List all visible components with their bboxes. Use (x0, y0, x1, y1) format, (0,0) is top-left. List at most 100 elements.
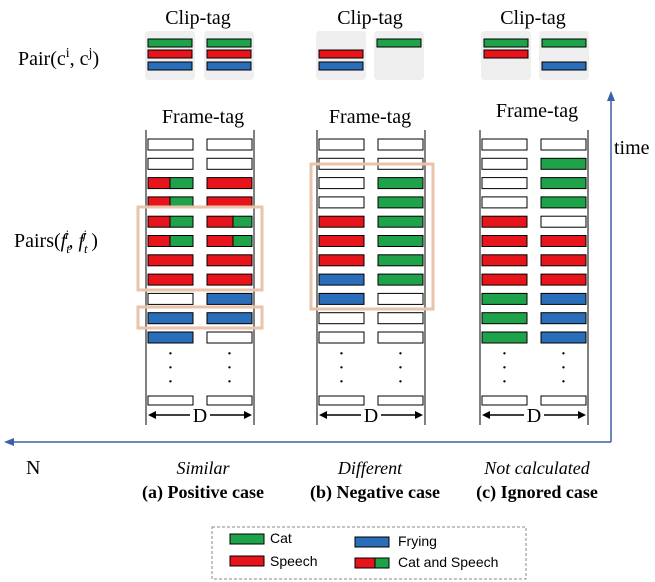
frame-tag-bar-empty (318, 196, 365, 209)
ellipsis-dot: · (501, 371, 508, 393)
dimension-arrowhead-right (244, 411, 252, 419)
frame-tag-bar-empty (481, 138, 528, 151)
legend-swatch-cat (229, 533, 265, 545)
positive-pair-highlight-box (136, 205, 264, 292)
frame-tag-bar-speech (147, 273, 194, 286)
frame-tag-bar-final (206, 395, 253, 406)
frame-tag-bar-empty (147, 157, 194, 170)
frame-tag-bar-empty (206, 138, 253, 151)
legend-label-frying: Frying (398, 533, 437, 549)
frame-tag-bar-cat-part (232, 235, 253, 247)
ellipsis-dot: · (397, 343, 404, 365)
frame-tag-title-b: Frame-tag (329, 106, 411, 128)
frame-tag-bar-empty (147, 138, 194, 151)
clip-tag-bar-speech (147, 49, 193, 59)
frame-tag-bar-final (147, 395, 194, 406)
frame-tag-bar-speech (206, 254, 253, 267)
frame-tag-bar-speech (540, 254, 587, 267)
legend: Cat Speech Frying Cat and Speech (211, 526, 527, 580)
frame-tag-bar-cat-part (169, 177, 194, 190)
dimension-arrowhead-right (578, 411, 586, 419)
frame-tag-bar-frying (147, 312, 194, 325)
clip-tag-bar-cat (147, 38, 193, 48)
frame-tag-bar-speech-part (206, 235, 234, 247)
clip-tag-panel (374, 31, 424, 80)
frame-tag-bar-speech (206, 273, 253, 286)
pair-clip-label: Pair(ci, cj) (18, 46, 99, 70)
frame-tag-bar-final (377, 395, 424, 406)
frame-tag-bar-empty (206, 331, 253, 344)
frame-tag-bar-empty (377, 138, 424, 151)
frame-tag-bar-cat (540, 157, 587, 170)
frame-tag-bar-speech (481, 235, 528, 247)
ellipsis-dot: · (501, 343, 508, 365)
ellipsis-dot: · (167, 343, 174, 365)
frame-tag-bar-speech (481, 254, 528, 267)
negative-pair-highlight-box (309, 162, 435, 311)
ellipsis-dot: · (338, 357, 345, 379)
dimension-label-d: D (193, 405, 207, 427)
dimension-arrowhead-left (148, 411, 156, 419)
frame-tag-bar-frying (318, 273, 365, 286)
clip-tag-bar-speech (318, 49, 364, 59)
frame-tag-bar-speech (318, 235, 365, 247)
clip-tag-bar-cat (541, 38, 587, 48)
legend-swatch-cat-and-speech-red (354, 557, 376, 569)
frame-tag-bar-speech-part (206, 215, 234, 228)
dimension-label-d: D (364, 405, 378, 427)
frame-tag-bar-empty (318, 312, 365, 325)
frame-tag-bar-cat-part (232, 215, 253, 228)
frame-tag-bar-empty (206, 157, 253, 170)
time-axis-label: time (614, 137, 650, 159)
legend-label-cat: Cat (270, 530, 292, 546)
frame-tag-bar-speech (318, 215, 365, 228)
clip-tag-title-c: Clip-tag (500, 7, 566, 29)
frame-tag-bar-empty (481, 196, 528, 209)
frame-tag-bar-frying (318, 292, 365, 305)
frame-tag-bar-empty (481, 157, 528, 170)
ellipsis-dot: · (226, 371, 233, 393)
caption-italic-b: Different (337, 458, 403, 478)
clip-tag-bar-frying (206, 61, 252, 71)
frame-tag-columns: ······D······D······D (145, 130, 589, 427)
frame-tag-bar-speech (540, 235, 587, 247)
frame-tag-bar-speech (318, 254, 365, 267)
frame-tag-bar-frying (147, 331, 194, 344)
ellipsis-dot: · (397, 357, 404, 379)
clip-tag-bar-speech (483, 49, 529, 59)
ellipsis-dot: · (226, 343, 233, 365)
frame-tag-bar-empty (377, 292, 424, 305)
frame-tag-bar-empty (481, 177, 528, 190)
frame-tag-bar-empty (318, 331, 365, 344)
frame-tag-bar-frying (540, 312, 587, 325)
frame-tag-bar-empty (540, 138, 587, 151)
clip-tag-bar-frying (147, 61, 193, 71)
clip-tag-title-a: Clip-tag (165, 7, 231, 29)
dimension-arrowhead-right (415, 411, 423, 419)
frame-tag-bar-frying (206, 312, 253, 325)
clip-tag-title-b: Clip-tag (337, 7, 403, 29)
frame-tag-bar-speech (206, 177, 253, 190)
ellipsis-dot: · (338, 343, 345, 365)
dimension-arrowhead-left (482, 411, 490, 419)
frame-tag-title-c: Frame-tag (496, 100, 578, 122)
clip-tag-bar-cat (206, 38, 252, 48)
frame-tag-bar-empty (377, 331, 424, 344)
frame-tag-bar-cat (481, 331, 528, 344)
frame-tag-bar-final (318, 395, 365, 406)
ellipsis-dot: · (560, 371, 567, 393)
ellipsis-dot: · (560, 343, 567, 365)
ellipsis-dot: · (397, 371, 404, 393)
legend-label-speech: Speech (270, 553, 317, 569)
frame-tag-bar-empty (540, 215, 587, 228)
clip-tag-panel (539, 31, 589, 80)
frame-tag-title-a: Frame-tag (162, 106, 244, 128)
positive-single-pair-highlight-box (136, 305, 264, 330)
frame-tag-bar-cat (377, 215, 424, 228)
clip-tag-bar-cat (483, 38, 529, 48)
ellipsis-dot: · (560, 357, 567, 379)
ellipsis-dot: · (167, 357, 174, 379)
clip-tag-panels (145, 31, 589, 80)
pairs-frame-label: Pairs(fti, ftj ) (14, 227, 98, 256)
